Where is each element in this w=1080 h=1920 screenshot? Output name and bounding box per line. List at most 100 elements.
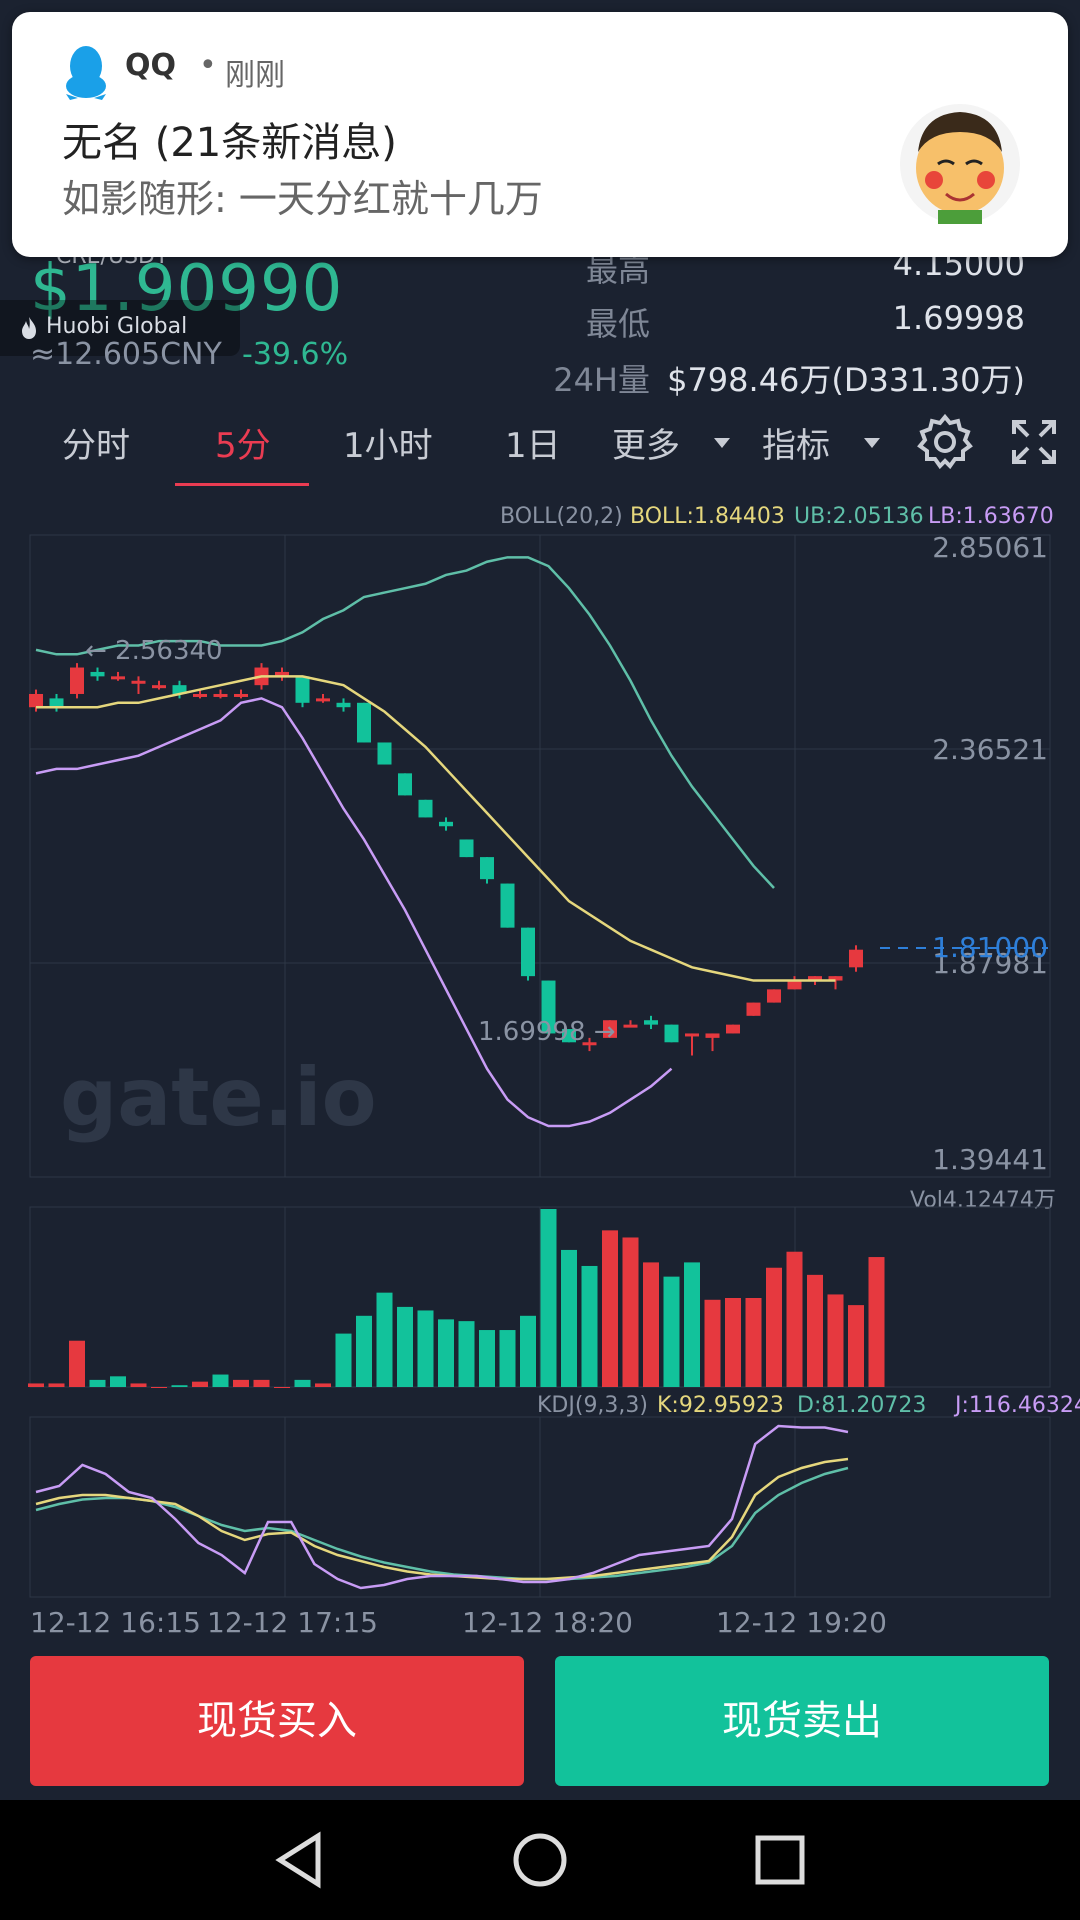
kdj-k-line — [35, 1457, 849, 1581]
volume-bar — [458, 1321, 475, 1387]
y-axis-ticks: 2.85061 2.36521 1.87981 1.39441 — [932, 531, 1048, 1176]
candle-body — [213, 693, 228, 697]
candle-body — [808, 976, 822, 981]
boll-params: BOLL(20,2) — [500, 504, 623, 529]
volume-bar — [827, 1294, 844, 1387]
recents-icon[interactable] — [750, 1830, 810, 1890]
fullscreen-icon[interactable] — [1010, 418, 1058, 466]
volume-bar — [89, 1379, 106, 1387]
kdj-j-line — [35, 1424, 849, 1590]
y-tick-label: 2.85061 — [932, 531, 1048, 564]
gateio-watermark: gate.io — [60, 1051, 377, 1144]
spot-sell-button[interactable]: 现货卖出 — [555, 1656, 1049, 1786]
candle-body — [685, 1033, 699, 1037]
notification-title: 无名 (21条新消息) — [62, 120, 397, 166]
candle-body — [49, 698, 64, 708]
candle-body — [336, 702, 351, 708]
volume-bar — [315, 1383, 331, 1387]
ub-value: UB:2.05136 — [794, 504, 924, 529]
volume-bar — [807, 1274, 823, 1387]
volume-bar — [766, 1267, 782, 1387]
candles — [29, 663, 863, 1056]
notification-time: 刚刚 — [225, 58, 285, 93]
tab-timeshare[interactable]: 分时 — [62, 426, 130, 466]
boll-middle-line — [36, 675, 836, 982]
volume-bar — [848, 1305, 864, 1387]
volume-bar — [704, 1299, 721, 1387]
candle-body — [562, 1029, 576, 1043]
back-icon[interactable] — [270, 1830, 330, 1890]
volume-bar — [376, 1292, 393, 1387]
active-tab-indicator — [175, 483, 309, 486]
chart-grid — [29, 534, 1051, 1598]
boll-value: BOLL:1.84403 — [630, 504, 785, 529]
volume-indicator: Vol4.12474万 — [910, 1188, 1056, 1213]
lb-value: LB:1.63670 — [928, 504, 1054, 529]
tab-5min[interactable]: 5分 — [215, 426, 271, 466]
candle-body — [644, 1020, 658, 1025]
volume-bar — [540, 1209, 557, 1387]
home-icon[interactable] — [510, 1830, 570, 1890]
volume-bar — [438, 1319, 454, 1387]
volume-bar — [151, 1387, 167, 1388]
kdj-j: J:116.46324 — [955, 1393, 1080, 1418]
candle-body — [439, 821, 453, 827]
candle-body — [828, 976, 843, 981]
volume-bar — [643, 1262, 659, 1387]
volume-bar — [725, 1298, 741, 1387]
tab-1day[interactable]: 1日 — [505, 426, 561, 466]
volume-bar — [786, 1251, 803, 1387]
candle-body — [521, 927, 535, 977]
volume-bar — [294, 1379, 311, 1387]
candle-body — [541, 980, 556, 1034]
tab-1hour[interactable]: 1小时 — [343, 426, 433, 466]
spot-buy-button[interactable]: 现货买入 — [30, 1656, 524, 1786]
volume-bar — [561, 1249, 577, 1387]
volume-bar — [192, 1381, 208, 1387]
candle-body — [111, 676, 125, 680]
low-value: 1.69998 — [892, 299, 1025, 337]
volume-bar — [479, 1330, 495, 1387]
candle-body — [500, 883, 515, 928]
candle-body — [357, 702, 371, 743]
volume-bar — [335, 1333, 352, 1387]
high-label: 最高 — [585, 251, 650, 289]
volume-bar — [602, 1230, 618, 1387]
volume-bar — [212, 1374, 229, 1387]
candle-body — [316, 698, 330, 702]
candle-body — [459, 839, 474, 858]
tab-indicators[interactable]: 指标 — [762, 426, 830, 466]
bollinger-bands — [35, 556, 836, 1128]
candle-body — [398, 773, 412, 796]
candlestick-chart[interactable]: gate.io 2.85061 2.36521 1.87981 1.39441 12-… — [0, 0, 1080, 1646]
volume-bar — [663, 1276, 680, 1387]
volume-bar — [69, 1340, 85, 1387]
candle-body — [664, 1024, 679, 1043]
volume-bar — [520, 1315, 536, 1387]
flame-icon — [22, 317, 36, 339]
candle-body — [582, 1042, 597, 1046]
x-tick-label: 12-12 18:20 — [462, 1606, 633, 1639]
boll-upper-line — [35, 556, 775, 889]
candle-body — [767, 989, 781, 1003]
sell-label: 现货卖出 — [722, 1698, 882, 1744]
candle-body — [295, 676, 310, 703]
candle-body — [726, 1024, 740, 1034]
last-price-label: 1.81000 — [932, 931, 1048, 964]
candle-body — [131, 680, 146, 684]
chevron-down-icon — [864, 438, 880, 448]
volume-bar — [110, 1376, 126, 1387]
qq-notification[interactable]: QQ • 刚刚 无名 (21条新消息) 如影随形: 一天分红就十几万 — [12, 12, 1068, 257]
gear-icon[interactable] — [916, 413, 974, 471]
volume-bar — [684, 1262, 700, 1387]
volume-bar — [274, 1387, 290, 1388]
kdj-d-line — [35, 1466, 849, 1581]
kdj-d: D:81.20723 — [797, 1393, 927, 1418]
kdj-k: K:92.95923 — [657, 1393, 784, 1418]
tab-more[interactable]: 更多 — [612, 426, 680, 466]
candle-body — [377, 742, 392, 765]
kdj-lines — [35, 1424, 849, 1590]
volume-bar — [130, 1383, 147, 1387]
volume-24h-value: $798.46万(D331.30万) — [667, 361, 1025, 399]
volume-bar — [28, 1383, 44, 1387]
